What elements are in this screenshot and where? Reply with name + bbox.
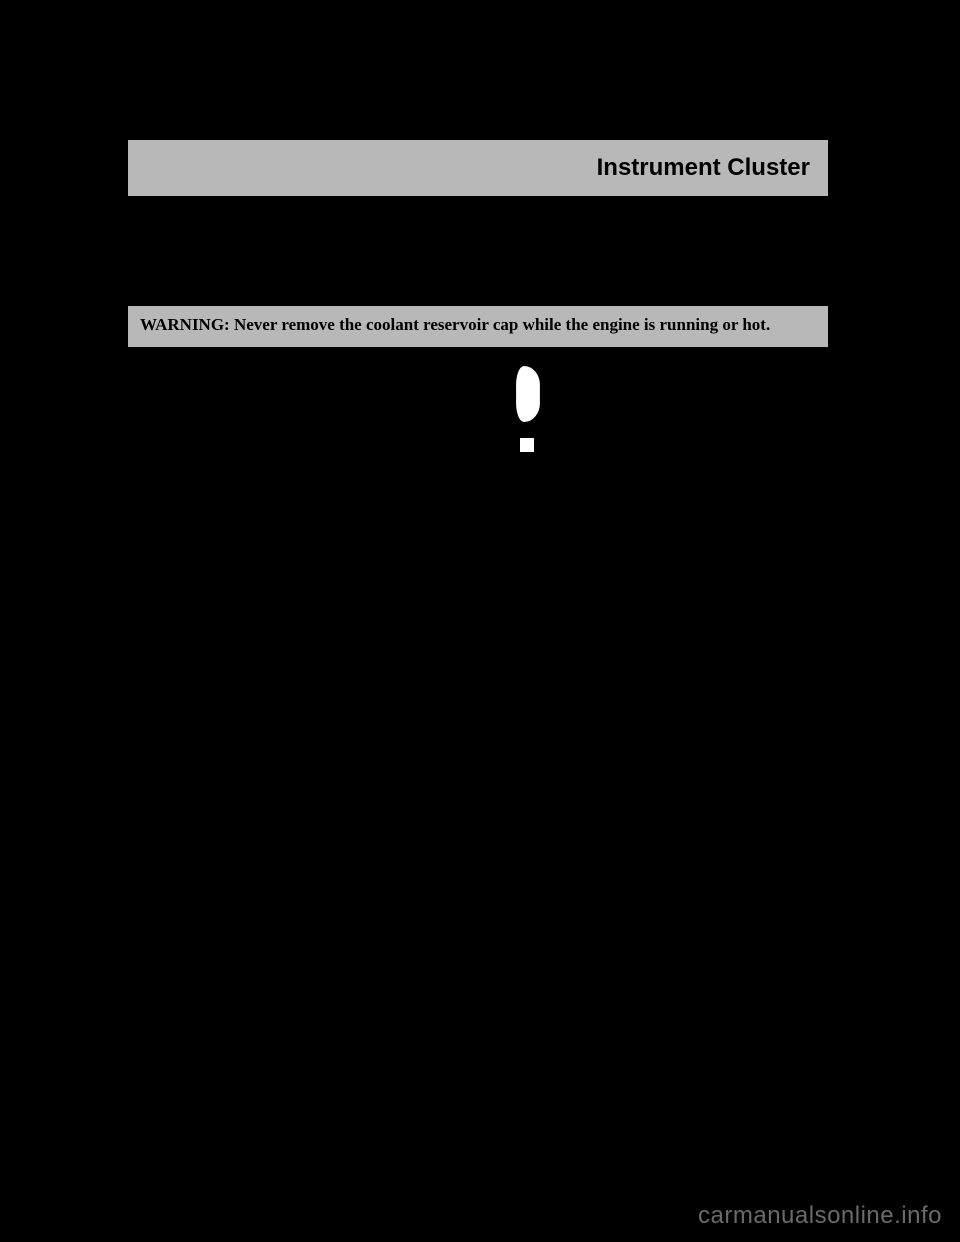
watermark-text: carmanualsonline.info xyxy=(698,1202,942,1230)
manual-page: Instrument Cluster WARNING: Never remove… xyxy=(128,140,828,347)
warning-box: WARNING: Never remove the coolant reserv… xyxy=(128,306,828,347)
icon-shape-upper xyxy=(516,366,540,422)
warning-figure-icon xyxy=(506,366,586,452)
icon-shape-lower xyxy=(520,438,534,452)
section-header-title: Instrument Cluster xyxy=(597,154,810,182)
section-header-bar: Instrument Cluster xyxy=(128,140,828,196)
warning-text: WARNING: Never remove the coolant reserv… xyxy=(140,315,770,334)
